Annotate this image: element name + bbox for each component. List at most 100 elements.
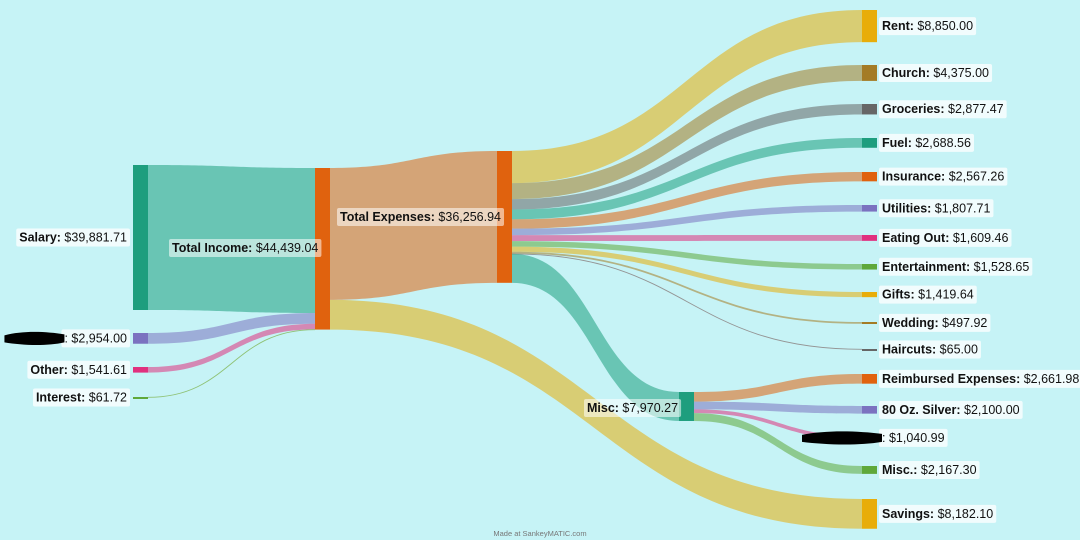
node-label-text: Utilities: $1,807.71 (882, 201, 990, 215)
label-background (879, 228, 1012, 247)
node-name: Rent: (882, 19, 914, 33)
label-background (879, 63, 993, 82)
label-rent: Rent: $8,850.00 (879, 17, 977, 36)
label-misc: Misc: $7,970.27 (584, 399, 682, 417)
flow-total_expenses-to-wedding (512, 251, 862, 324)
redaction-scribble (4, 331, 65, 346)
node-name: Wedding: (882, 316, 939, 330)
node-value: $8,850.00 (914, 19, 973, 33)
node-value: $2,567.26 (945, 170, 1004, 184)
label-haircuts: Haircuts: $65.00 (879, 340, 981, 359)
node-label-text: Total Expenses: $36,256.94 (340, 210, 501, 224)
label-wedding: Wedding: $497.92 (879, 313, 991, 332)
node-value: $65.00 (936, 343, 978, 357)
node-label-text: Fuel: $2,688.56 (882, 136, 971, 150)
node-value: $1,609.46 (949, 231, 1008, 245)
node-total-expenses (497, 151, 512, 283)
node-label-text: Savings: $8,182.10 (882, 507, 993, 521)
flow-interest-to-total_income (147, 329, 316, 398)
label-background (16, 228, 131, 247)
node-name: Total Expenses: (340, 210, 435, 224)
node-value: : $1,040.99 (882, 431, 945, 445)
label-total-income: Total Income: $44,439.04 (169, 239, 322, 257)
node-wedding (862, 322, 877, 324)
node-name: Eating Out: (882, 231, 949, 245)
node-label-text: Gifts: $1,419.64 (882, 288, 974, 302)
flow-total_expenses-to-fuel (512, 138, 862, 220)
label-groceries: Groceries: $2,877.47 (879, 100, 1007, 119)
node-label-text: Total Income: $44,439.04 (172, 241, 318, 255)
node-savings (862, 499, 877, 529)
label-background (879, 199, 994, 218)
footer-credit: Made at SankeyMATIC.com (493, 529, 586, 538)
node-entertainment (862, 264, 877, 270)
node-label-text: 80 Oz. Silver: $2,100.00 (882, 403, 1020, 417)
node-misc-other (862, 466, 877, 474)
label-background (879, 17, 977, 36)
node-name: Church: (882, 66, 930, 80)
node-reimbursed (862, 374, 877, 384)
node-value: $7,970.27 (619, 401, 678, 415)
node-label-text: : $1,040.99 (882, 431, 945, 445)
node-value: $2,167.30 (917, 463, 976, 477)
node-label-text: Misc.: $2,167.30 (882, 463, 977, 477)
flow-total_expenses-to-rent (512, 10, 862, 184)
label-background (27, 360, 131, 379)
node-label-text: Wedding: $497.92 (882, 316, 987, 330)
node-name: Utilities: (882, 201, 931, 215)
label-silver: 80 Oz. Silver: $2,100.00 (879, 400, 1023, 419)
node-label-text: Groceries: $2,877.47 (882, 102, 1004, 116)
node-name: Fuel: (882, 136, 912, 150)
node-church (862, 65, 877, 81)
node-label-text: Salary: $39,881.71 (19, 231, 127, 245)
label-savings: Savings: $8,182.10 (879, 504, 997, 523)
node-value: $44,439.04 (252, 241, 318, 255)
label-background (169, 239, 322, 257)
redaction-scribble (802, 431, 882, 445)
node-name: 80 Oz. Silver: (882, 403, 961, 417)
label-reimbursed: Reimbursed Expenses: $2,661.98 (879, 369, 1080, 388)
node-groceries (862, 104, 877, 115)
label-background (337, 208, 505, 226)
label-other: Other: $1,541.61 (27, 360, 131, 379)
flow-misc-to-reimbursed (694, 374, 862, 402)
label-insurance: Insurance: $2,567.26 (879, 167, 1008, 186)
label-background (584, 399, 682, 417)
node-fuel (862, 138, 877, 148)
flow-total_expenses-to-insurance (512, 172, 862, 229)
node-name: Groceries: (882, 102, 945, 116)
label-background (879, 285, 977, 304)
label-background (879, 340, 981, 359)
label-background (879, 460, 980, 479)
label-salary: Salary: $39,881.71 (16, 228, 131, 247)
flow-total_expenses-to-eating_out (512, 235, 862, 242)
node-value: $1,807.71 (931, 201, 990, 215)
node-other (133, 367, 148, 373)
node-name: Reimbursed Expenses: (882, 372, 1020, 386)
node-label-text: Misc: $7,970.27 (587, 401, 678, 415)
node-haircuts (862, 349, 877, 351)
node-value: $2,877.47 (945, 102, 1004, 116)
node-name: Salary: (19, 231, 61, 245)
node-value: $39,881.71 (61, 231, 127, 245)
label-background (879, 400, 1023, 419)
node-rent (862, 10, 877, 43)
node-salary (133, 165, 148, 310)
label-background (879, 504, 997, 523)
node-misc (679, 392, 694, 421)
node-name: Entertainment: (882, 260, 970, 274)
node-value: $1,541.61 (68, 363, 127, 377)
node-value: $1,419.64 (915, 288, 974, 302)
flow-misc-to-silver (694, 401, 862, 414)
label-gifts: Gifts: $1,419.64 (879, 285, 977, 304)
flow-total_expenses-to-groceries (512, 104, 862, 210)
node-label-text: : $2,954.00 (64, 331, 127, 345)
label-background (879, 428, 948, 447)
node-name: Interest: (36, 391, 85, 405)
flow-redacted_income-to-total_income (148, 313, 315, 344)
node-value: $36,256.94 (435, 210, 501, 224)
label-interest: Interest: $61.72 (32, 388, 131, 407)
node-insurance (862, 172, 877, 182)
node-name: Other: (30, 363, 68, 377)
